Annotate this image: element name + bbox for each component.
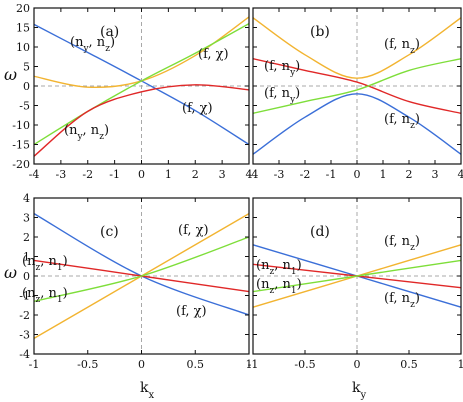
- series-red: [33, 84, 250, 157]
- y-tick-label: 5: [23, 61, 30, 74]
- curve-annotation: (ny, nz): [64, 123, 109, 142]
- series-green: [252, 259, 462, 293]
- series-green: [252, 58, 462, 114]
- x-tick-label: -3: [274, 168, 285, 181]
- curve-annotation: (ny, nz): [70, 35, 115, 54]
- curve-annotation: (f, nz): [384, 234, 420, 253]
- x-tick-label: 0.5: [400, 358, 418, 371]
- series-blue: [252, 93, 462, 155]
- y-tick-label: -1: [19, 290, 30, 303]
- y-tick-label: 15: [16, 22, 30, 35]
- y-tick-label: 3: [23, 212, 30, 225]
- curve-annotation: (f, χ): [178, 223, 209, 238]
- curve-annotation: (f, nz): [384, 37, 420, 56]
- y-tick-label: -2: [19, 309, 30, 322]
- x-tick-label: -2: [300, 168, 311, 181]
- curve-annotation: (f, ny): [264, 59, 300, 78]
- x-tick-label: -0.5: [294, 358, 315, 371]
- x-tick-label: -1: [248, 358, 259, 371]
- curve-annotation: (f, nz): [384, 291, 420, 310]
- y-tick-label: -4: [19, 348, 30, 361]
- x-tick-label: -0.5: [77, 358, 98, 371]
- x-tick-label: -2: [82, 168, 93, 181]
- x-tick-label: 0: [138, 168, 145, 181]
- x-tick-label: -1: [109, 168, 120, 181]
- panel-c: -1 -0.5 0 0.5 1 -4 -3 -2 -1 0 1 2 3 4 (c) (f, χ) (nz, n1…: [19, 192, 252, 371]
- y-tick-label: 0: [23, 270, 30, 283]
- x-tick-label: -4: [248, 168, 259, 181]
- y-tick-label: 20: [16, 2, 30, 15]
- panel-a: -4 -3 -2 -1 0 1 2 3 4-20-15-10-505101520(a)(ny, …: [12, 2, 252, 181]
- x-tick-label: 3: [432, 168, 439, 181]
- y-tick-label: -20: [12, 158, 30, 171]
- x-tick-label: 4: [458, 168, 463, 181]
- series-red: [252, 58, 462, 114]
- panel-d: -1 -0.5 0 0.5 1 (d) (f, nz) (nz, n1)(nz, n1) (f,…: [248, 197, 463, 371]
- curve-annotation: (nz, n1): [22, 254, 68, 273]
- x-tick-label: 4: [246, 168, 253, 181]
- curve-annotation: (nz, n1): [256, 258, 302, 277]
- x-axis-title-left: kx: [140, 380, 154, 401]
- panel-label: (d): [310, 224, 330, 240]
- x-tick-label: 1: [458, 358, 463, 371]
- y-tick-label: 1: [23, 251, 30, 264]
- x-tick-label: -1: [326, 168, 337, 181]
- y-tick-label: -5: [19, 100, 30, 113]
- series-green: [33, 236, 250, 303]
- x-tick-label: 1: [246, 358, 253, 371]
- curve-annotation: (f, nz): [384, 112, 420, 131]
- y-axis-title-bottom: ω: [4, 263, 17, 282]
- x-tick-label: -1: [29, 358, 40, 371]
- curve-annotation: (nz, n1): [22, 286, 68, 305]
- x-tick-label: 2: [406, 168, 413, 181]
- x-axis-title-right: ky: [352, 380, 366, 401]
- x-tick-label: 0.5: [187, 358, 205, 371]
- x-tick-label: 2: [192, 168, 199, 181]
- y-tick-label: -15: [12, 139, 30, 152]
- series-orange: [252, 17, 462, 79]
- panel-label: (b): [310, 24, 330, 40]
- x-tick-label: -3: [56, 168, 67, 181]
- x-tick-label: 0: [354, 168, 361, 181]
- y-tick-label: 0: [23, 80, 30, 93]
- y-tick-label: 4: [23, 192, 30, 205]
- curve-annotation: (nz, n1): [256, 277, 302, 296]
- curve-annotation: (f, ny): [264, 86, 300, 105]
- x-tick-label: 0: [138, 358, 145, 371]
- curve-annotation: (f, χ): [182, 101, 213, 116]
- series-green: [33, 22, 250, 146]
- x-tick-label: 3: [219, 168, 226, 181]
- x-tick-label: -4: [29, 168, 40, 181]
- y-tick-label: 10: [16, 41, 30, 54]
- x-tick-label: 1: [380, 168, 387, 181]
- panel-label: (c): [100, 224, 119, 240]
- panel-b: -4 -3 -2 -1 0 1 2 3 4 (b) (f, nz) (f, ny) (f, ny) (f,…: [248, 7, 463, 181]
- panel-label: (a): [100, 24, 119, 40]
- x-tick-label: 1: [165, 168, 172, 181]
- x-tick-label: 0: [354, 358, 361, 371]
- y-tick-label: 2: [23, 231, 30, 244]
- curve-annotation: (f, χ): [176, 304, 207, 319]
- curve-annotation: (f, χ): [198, 47, 229, 62]
- y-tick-label: -3: [19, 329, 30, 342]
- y-axis-title-top: ω: [4, 65, 17, 84]
- y-tick-label: -10: [12, 119, 30, 132]
